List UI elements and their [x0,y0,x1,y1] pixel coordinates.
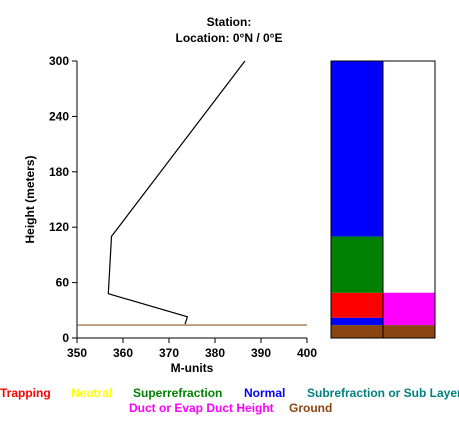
y-axis-label: Height (meters) [23,155,37,243]
x-tick-label: 400 [297,346,317,360]
legend-normal: Normal [244,386,285,400]
m-unit-profile-line [107,60,246,325]
legend: Trapping Neutral Superrefraction Normal … [0,386,459,415]
x-tick-label: 350 [67,346,87,360]
layer-segment-normal [331,317,383,326]
layer-segment-ground [383,325,435,338]
x-tick-label: 390 [251,346,271,360]
layer-segment-ground [331,325,383,338]
legend-trapping: Trapping [0,386,51,400]
legend-neutral: Neutral [71,386,112,400]
legend-ground: Ground [289,401,332,415]
layer-segment-normal [331,61,383,237]
y-tick-label: 60 [56,276,70,290]
layer-segment-superrefraction [331,236,383,293]
layer-segment-trapping [331,292,383,318]
layer-column [330,60,436,339]
y-tick-label: 240 [49,109,69,123]
y-tick-label: 180 [49,165,69,179]
x-axis-label: M-units [171,361,214,375]
legend-duct-height: Duct or Evap Duct Height [129,401,274,415]
x-tick-label: 380 [205,346,225,360]
legend-superrefraction: Superrefraction [133,386,222,400]
x-tick-label: 360 [113,346,133,360]
layer-segment-duct-or-evap-duct-height [383,292,435,326]
legend-subrefraction: Subrefraction or Sub Layer [307,386,459,400]
m-unit-profile-plot: 0 60 120 180 240 300 350 360 370 380 390 400 M-units… [23,54,317,375]
station-title: Station: [207,15,252,29]
location-subtitle: Location: 0°N / 0°E [176,31,283,45]
y-tick-label: 0 [62,331,69,345]
x-tick-label: 370 [159,346,179,360]
y-tick-label: 120 [49,220,69,234]
y-tick-label: 300 [49,54,69,68]
